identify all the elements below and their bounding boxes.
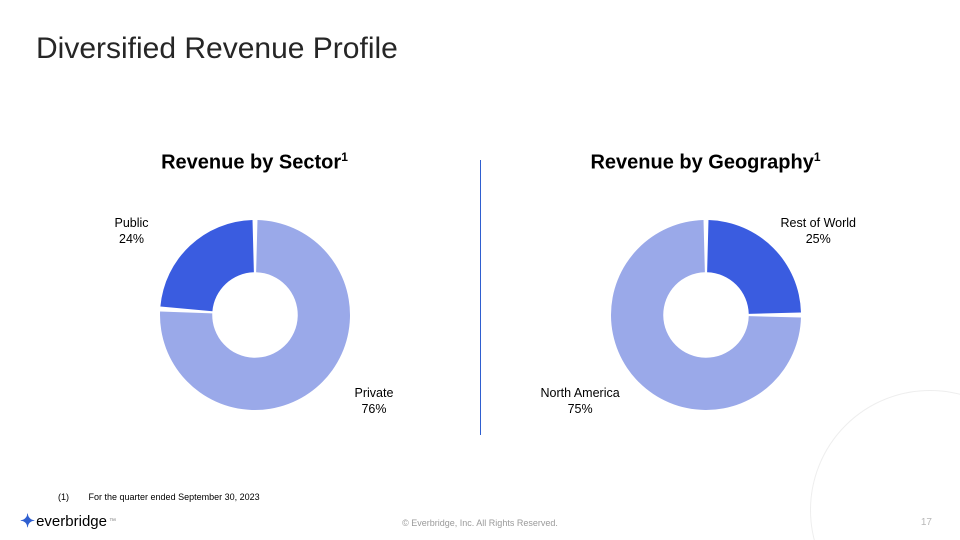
footnote-text: For the quarter ended September 30, 2023	[89, 492, 260, 502]
divider	[480, 160, 481, 435]
donut-geography: North America75%Rest of World25%	[586, 195, 826, 435]
slice-label-north-america: North America75%	[541, 385, 620, 418]
chart-title-geography: Revenue by Geography1	[590, 150, 820, 175]
footnote: (1) For the quarter ended September 30, …	[58, 492, 260, 502]
page-title: Diversified Revenue Profile	[36, 32, 398, 66]
slide: Diversified Revenue Profile Revenue by S…	[0, 0, 960, 540]
slice-label-private: Private76%	[355, 385, 394, 418]
charts-row: Revenue by Sector1 Private76%Public24% R…	[0, 150, 960, 450]
donut-sector: Private76%Public24%	[135, 195, 375, 435]
chart-sector: Revenue by Sector1 Private76%Public24%	[40, 150, 470, 435]
chart-geography: Revenue by Geography1 North America75%Re…	[491, 150, 921, 435]
slice-label-public: Public24%	[115, 215, 149, 248]
chart-title-sector: Revenue by Sector1	[161, 150, 348, 175]
footnote-num: (1)	[58, 492, 86, 502]
slice-label-rest-of-world: Rest of World25%	[781, 215, 857, 248]
slice-public	[160, 220, 254, 311]
